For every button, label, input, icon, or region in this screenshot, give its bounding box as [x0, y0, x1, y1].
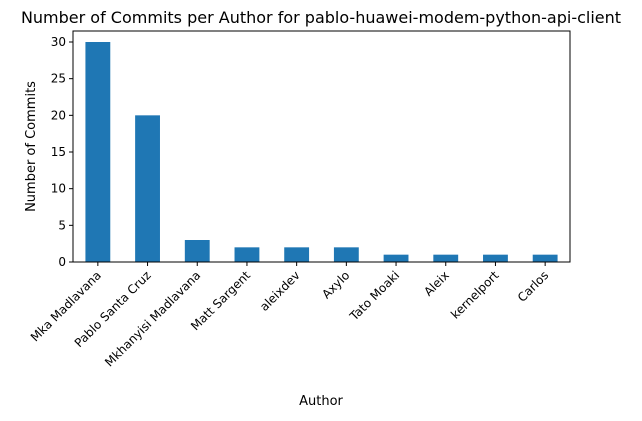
y-tick-label: 20 — [51, 108, 66, 122]
bars-group — [85, 42, 558, 262]
chart-title: Number of Commits per Author for pablo-h… — [21, 8, 621, 27]
plot-frame — [72, 30, 571, 263]
y-tick-label: 15 — [51, 145, 66, 159]
bar — [532, 254, 558, 262]
bar — [433, 254, 459, 262]
x-tick-label: Carlos — [515, 268, 551, 304]
x-tick-label: Axylo — [319, 268, 352, 301]
bar — [234, 247, 260, 262]
bar — [333, 247, 359, 262]
y-axis: 0 5 10 15 20 25 30 — [51, 35, 73, 269]
x-tick-label: Mkhanyisi Madlavana — [102, 268, 203, 369]
y-tick-label: 30 — [51, 35, 66, 49]
y-tick-label: 5 — [58, 218, 66, 232]
bar — [184, 240, 210, 262]
bar — [383, 254, 409, 262]
x-tick-label: Tato Moaki — [346, 268, 402, 324]
bar — [135, 115, 160, 262]
y-tick-label: 0 — [58, 255, 66, 269]
y-axis-label: Number of Commits — [24, 81, 39, 212]
x-tick-label: Aleix — [421, 268, 452, 299]
bar — [483, 254, 508, 262]
y-tick-label: 25 — [51, 72, 66, 86]
x-axis-label: Author — [299, 394, 343, 409]
x-tick-label: aleixdev — [257, 268, 303, 314]
x-tick-label: kernelport — [448, 268, 502, 322]
y-tick-label: 10 — [51, 182, 66, 196]
bar — [85, 42, 111, 262]
bar — [284, 247, 310, 262]
